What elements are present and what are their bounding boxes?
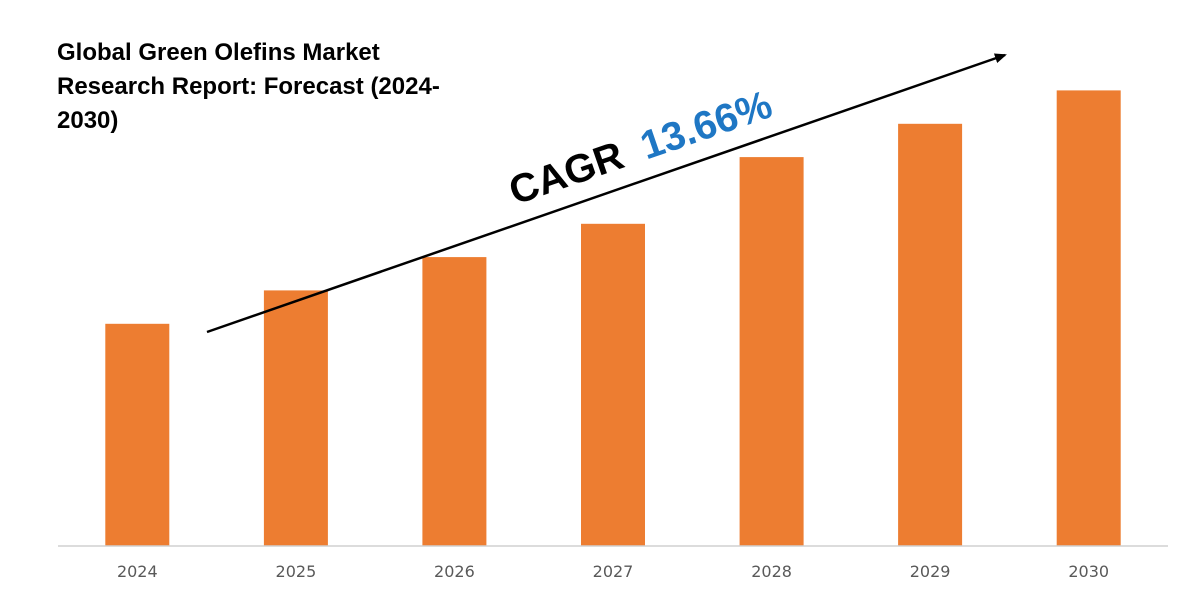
cagr-prefix: CAGR	[504, 134, 630, 214]
trend-arrow	[206, 53, 1007, 334]
bar-2029	[898, 123, 963, 547]
x-tick-label-2029: 2029	[910, 562, 951, 581]
x-tick-label-2026: 2026	[434, 562, 475, 581]
chart-title: Global Green Olefins Market Research Rep…	[57, 39, 440, 134]
bar-2026	[422, 257, 487, 546]
x-tick-label-2027: 2027	[593, 562, 634, 581]
bar-2024	[105, 323, 170, 546]
bar-2030	[1056, 90, 1121, 547]
bar-2025	[263, 290, 328, 546]
bar-2027	[581, 223, 645, 547]
cagr-value: 13.66%	[635, 83, 778, 169]
x-tick-label-2028: 2028	[751, 562, 792, 581]
x-tick-label-2025: 2025	[276, 562, 317, 581]
x-axis-ticks: 2024 2025 2026 2027 2028 2029 2030	[117, 562, 1109, 581]
x-tick-label-2024: 2024	[117, 562, 158, 581]
x-tick-label-2030: 2030	[1068, 562, 1109, 581]
bar-2028	[739, 157, 804, 546]
bars	[105, 90, 1121, 547]
